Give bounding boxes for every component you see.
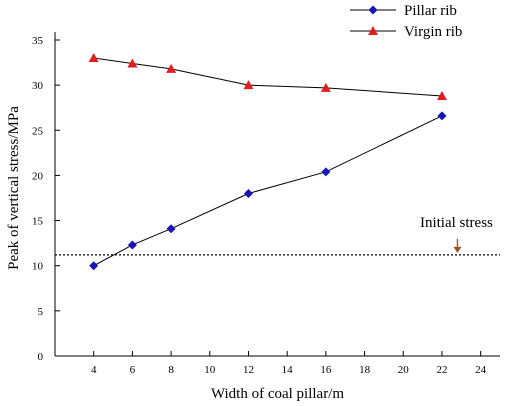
axes: 0 5 10 15 20 25 30 35 4 6 8 10 12 14 16 18 20 22 24	[32, 32, 500, 376]
data-point-pillar-rib	[127, 240, 137, 250]
x-tick-label: 8	[168, 364, 174, 376]
data-point-pillar-rib	[437, 111, 447, 121]
data-point-pillar-rib	[89, 261, 99, 271]
x-tick-label: 12	[243, 364, 254, 376]
y-tick-label: 30	[32, 80, 44, 92]
y-tick-label: 15	[32, 216, 44, 228]
data-point-virgin-rib	[166, 63, 177, 73]
y-tick-label: 35	[32, 35, 44, 47]
x-axis-title: Width of coal pillar/m	[211, 386, 344, 402]
data-point-virgin-rib	[243, 80, 254, 90]
initial-stress-arrow-head	[453, 246, 462, 253]
data-point-virgin-rib	[88, 53, 99, 63]
x-tick-label: 18	[359, 364, 371, 376]
y-tick-label: 10	[32, 261, 44, 273]
data-point-pillar-rib	[243, 188, 253, 198]
y-axis-title: Peak of vertical stress/MPa	[6, 106, 22, 270]
data-point-pillar-rib	[166, 224, 176, 234]
legend-marker	[368, 26, 378, 35]
data-point-virgin-rib	[127, 58, 138, 68]
x-tick-label: 16	[320, 364, 332, 376]
data-point-pillar-rib	[321, 167, 331, 177]
x-tick-label: 4	[91, 364, 97, 376]
y-tick-label: 0	[38, 351, 44, 363]
series-group	[88, 53, 447, 271]
series-line-pillar-rib	[93, 115, 443, 267]
initial-stress-label: Initial stress	[420, 215, 493, 231]
y-tick-label: 5	[38, 306, 44, 318]
y-tick-label: 25	[32, 125, 44, 137]
y-tick-label: 20	[32, 170, 44, 182]
reference-line-group	[55, 238, 500, 256]
x-tick-label: 20	[398, 364, 410, 376]
x-tick-label: 14	[282, 364, 294, 376]
x-tick-label: 10	[204, 364, 216, 376]
series-line-virgin-rib	[93, 57, 442, 97]
legend-label: Virgin rib	[404, 24, 462, 40]
x-tick-label: 6	[130, 364, 136, 376]
legend-marker	[368, 5, 378, 15]
data-point-virgin-rib	[320, 82, 331, 92]
legend-label: Pillar rib	[404, 3, 457, 19]
legend: Pillar rib Virgin rib	[350, 3, 462, 40]
data-point-virgin-rib	[436, 90, 447, 100]
x-tick-label: 22	[436, 364, 447, 376]
x-tick-label: 24	[475, 364, 487, 376]
